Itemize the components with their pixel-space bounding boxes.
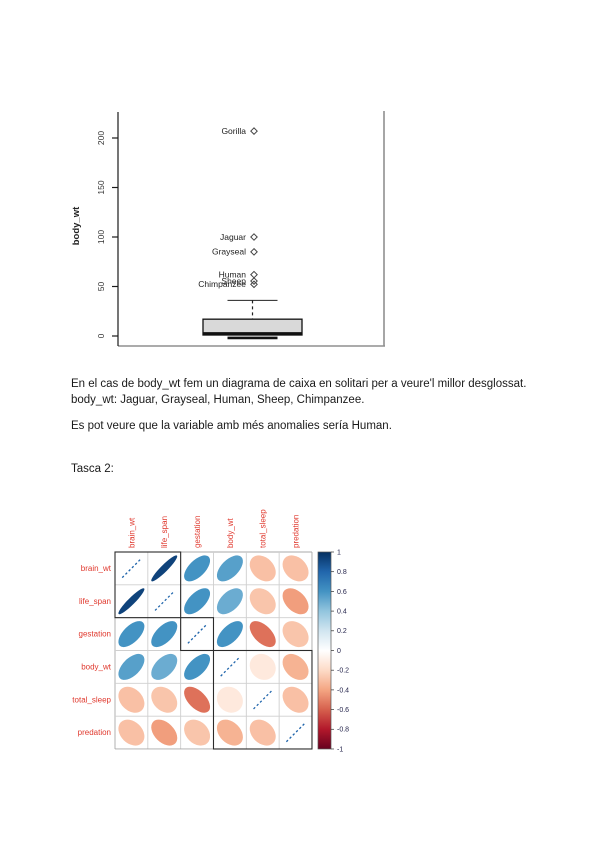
row-label: total_sleep [72, 695, 111, 704]
correlation-ellipse [151, 719, 178, 746]
paragraph-boxplot-explanation: En el cas de body_wt fem un diagrama de … [71, 376, 551, 408]
box [202, 318, 303, 336]
colorbar-tick-label: 0.4 [337, 608, 347, 615]
correlation-ellipse [282, 621, 309, 648]
outlier-point [250, 233, 258, 241]
correlation-ellipse [184, 686, 211, 713]
correlation-ellipse [118, 588, 145, 615]
correlation-ellipse [282, 653, 309, 680]
colorbar-tick-label: 1 [337, 549, 341, 556]
y-tick-label: 100 [96, 230, 106, 244]
cluster-rect [212, 649, 313, 750]
correlation-ellipse [118, 719, 145, 746]
colorbar-tick-label: -0.2 [337, 668, 349, 675]
outlier-point [250, 247, 258, 256]
correlation-ellipse [118, 686, 145, 713]
diagonal-correlation-line [253, 690, 273, 710]
correlation-ellipse [249, 588, 276, 615]
column-label: brain_wt [127, 517, 136, 548]
column-label: total_sleep [259, 509, 268, 548]
y-tick-label: 0 [96, 333, 106, 338]
correlation-ellipse [282, 588, 309, 615]
outlier-label: Gorilla [221, 126, 246, 136]
diagonal-correlation-line [154, 591, 174, 611]
correlation-ellipse [151, 621, 178, 648]
diagonal-correlation-line [187, 624, 207, 644]
outlier-label: Sheep [221, 276, 246, 286]
row-label: brain_wt [81, 564, 112, 573]
outlier-point [250, 280, 258, 289]
correlation-ellipse [184, 588, 211, 615]
colorbar-tick-label: 0 [337, 648, 341, 655]
correlation-ellipse [184, 653, 211, 680]
row-label: life_span [79, 597, 111, 606]
paragraph-line: En el cas de body_wt fem un diagrama de … [71, 378, 527, 390]
colorbar-tick-label: -1 [337, 746, 343, 753]
colorbar-tick-label: -0.4 [337, 687, 349, 694]
correlation-ellipse [282, 555, 309, 582]
row-label: gestation [79, 630, 111, 639]
correlation-plot-figure: brain_wt life_span gestation body_wt total_s… [72, 509, 349, 754]
correlation-ellipse [151, 555, 178, 582]
cluster-rect [114, 551, 182, 619]
paragraph-line: body_wt: Jaguar, Grayseal, Human, Sheep,… [71, 394, 365, 406]
outlier-label: Jaguar [220, 232, 246, 242]
row-label: predation [78, 728, 111, 737]
colorbar-tick-label: -0.6 [337, 707, 349, 714]
outlier-point [250, 277, 258, 285]
correlation-ellipse [249, 653, 276, 680]
diagonal-correlation-line [285, 722, 306, 743]
column-label: body_wt [226, 517, 235, 548]
outlier-label: Grayseal [212, 247, 246, 257]
y-tick-label: 50 [96, 282, 106, 292]
correlation-ellipse [151, 653, 178, 680]
diagonal-correlation-line [220, 657, 240, 677]
colorbar [317, 551, 332, 750]
correlation-ellipse [184, 555, 211, 582]
correlation-ellipse [249, 719, 276, 746]
boxplot-figure: 0 50 100 150 200 body_wt Gorilla Jaguar Grayseal… [71, 111, 385, 347]
correlation-ellipse [249, 621, 276, 648]
outlier-point [250, 127, 258, 135]
heading-tasca-2: Tasca 2: [71, 463, 114, 475]
column-label: life_span [160, 516, 169, 548]
y-axis-title: body_wt [71, 206, 82, 245]
correlation-ellipse [216, 621, 243, 648]
outlier-label: Human [219, 269, 247, 279]
paragraph-conclusion: Es pot veure que la variable amb més ano… [71, 418, 551, 434]
colorbar-tick-label: 0.8 [337, 569, 347, 576]
column-label: predation [292, 515, 301, 548]
correlation-ellipse [118, 621, 145, 648]
paragraph-line: Es pot veure que la variable amb més ano… [71, 420, 392, 432]
correlation-ellipse [216, 719, 243, 746]
correlation-ellipse [282, 686, 309, 713]
colorbar-tick-label: 0.2 [337, 628, 347, 635]
correlation-ellipse [184, 719, 211, 746]
correlation-ellipse [216, 555, 243, 582]
y-tick-label: 150 [96, 180, 106, 194]
column-label: gestation [193, 516, 202, 548]
correlation-ellipse [118, 653, 145, 680]
diagonal-correlation-line [121, 558, 142, 579]
correlation-ellipse [216, 686, 243, 713]
y-tick-label: 200 [96, 131, 106, 145]
correlation-ellipse [151, 686, 178, 713]
outlier-label: Chimpanzee [198, 279, 246, 289]
row-label: body_wt [81, 663, 112, 672]
outlier-point [250, 270, 258, 279]
correlation-ellipse [249, 555, 276, 582]
cluster-rect [180, 617, 215, 652]
colorbar-tick-label: 0.6 [337, 589, 347, 596]
correlation-ellipse [216, 588, 243, 615]
colorbar-tick-label: -0.8 [337, 727, 349, 734]
